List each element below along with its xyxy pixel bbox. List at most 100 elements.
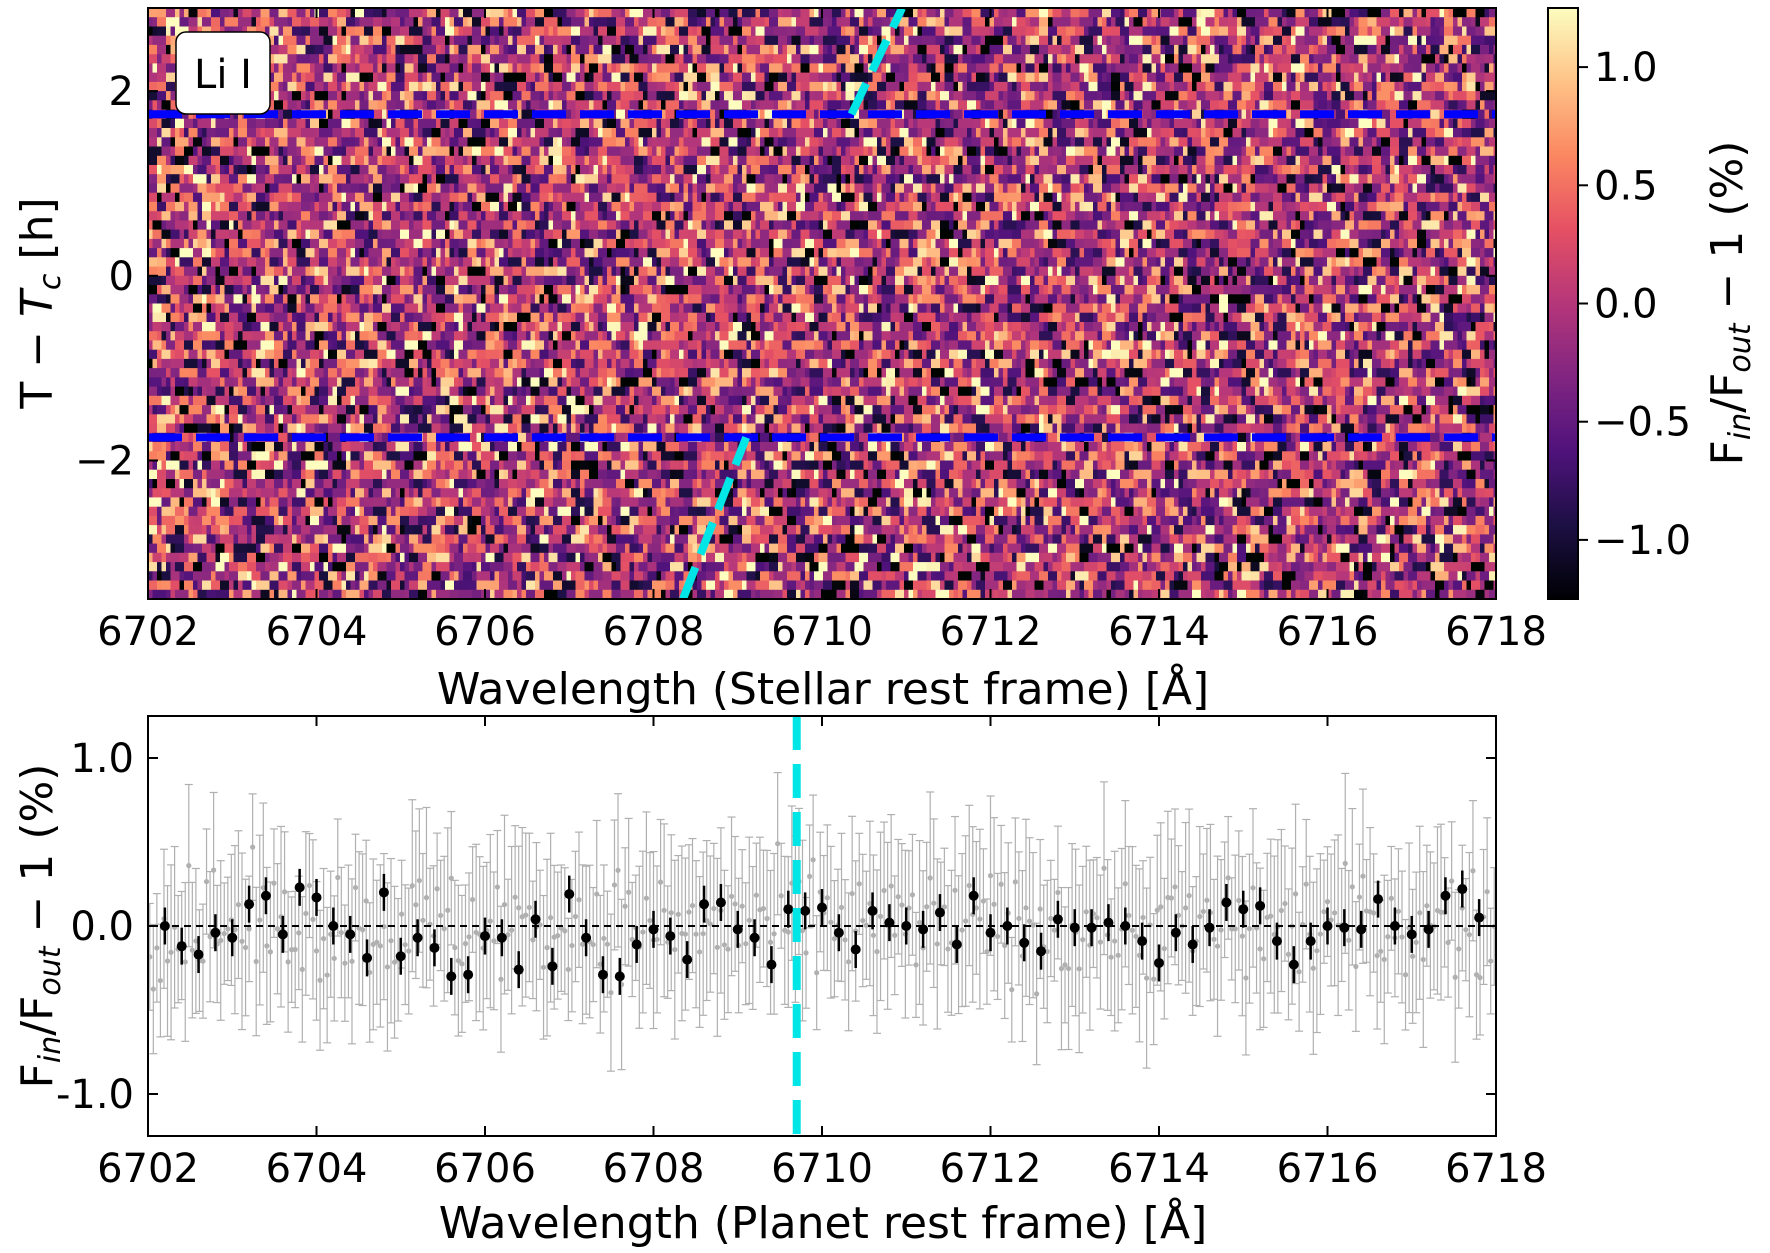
heatmap-cell <box>976 201 986 212</box>
heatmap-cell <box>616 238 626 249</box>
heatmap-cell <box>296 63 311 74</box>
heatmap-cell <box>647 155 653 166</box>
heatmap-cell <box>436 44 441 55</box>
heatmap-cell <box>638 63 648 74</box>
heatmap-cell <box>274 35 279 46</box>
heatmap-cell <box>566 229 581 240</box>
heatmap-cell <box>310 118 320 129</box>
heatmap-cell <box>1196 211 1206 221</box>
heatmap-cell <box>346 63 356 74</box>
heatmap-cell <box>746 91 756 101</box>
heatmap-cell <box>944 211 954 221</box>
heatmap-cell <box>535 118 545 129</box>
heatmap-cell <box>1223 146 1229 157</box>
heatmap-cell <box>544 44 549 55</box>
heatmap-cell <box>364 128 378 138</box>
heatmap-cell <box>1259 91 1265 101</box>
heatmap-cell <box>1133 91 1143 101</box>
heatmap-cell <box>508 220 513 231</box>
heatmap-cell <box>679 100 684 110</box>
heatmap-cell <box>823 100 828 110</box>
heatmap-cell <box>1192 63 1202 74</box>
heatmap-cell <box>1111 17 1116 27</box>
heatmap-cell <box>467 211 477 221</box>
heatmap-cell <box>409 220 414 231</box>
heatmap-cell <box>1345 8 1350 18</box>
heatmap-cell <box>1219 220 1229 231</box>
heatmap-cell <box>1111 137 1121 147</box>
heatmap-cell <box>157 81 167 92</box>
heatmap-cell <box>1057 128 1067 138</box>
heatmap-cell <box>890 229 896 240</box>
heatmap-cell <box>832 183 837 194</box>
heatmap-cell <box>571 174 576 184</box>
heatmap-cell <box>350 165 360 175</box>
heatmap-cell <box>1250 26 1260 37</box>
heatmap-cell <box>170 183 180 194</box>
heatmap-cell <box>1322 137 1332 147</box>
heatmap-cell <box>1174 128 1184 138</box>
heatmap-cell <box>233 137 239 147</box>
heatmap-cell <box>1030 44 1040 55</box>
heatmap-cell <box>683 100 689 110</box>
heatmap-cell <box>1286 146 1292 157</box>
heatmap-cell <box>1070 201 1076 212</box>
heatmap-cell <box>1111 211 1121 221</box>
heatmap-cell <box>233 8 239 18</box>
heatmap-cell <box>400 192 410 203</box>
heatmap-cell <box>1286 91 1292 101</box>
heatmap-cell <box>863 91 869 101</box>
heatmap-cell <box>1408 54 1422 64</box>
heatmap-cell <box>895 211 900 221</box>
heatmap-cell <box>724 248 729 258</box>
heatmap-cell <box>1345 26 1350 37</box>
heatmap-cell <box>1025 54 1035 64</box>
heatmap-cell <box>562 211 572 221</box>
heatmap-cell <box>859 44 869 55</box>
heatmap-cell <box>1295 72 1301 83</box>
heatmap-cell <box>1444 81 1454 92</box>
heatmap-cell <box>850 229 855 240</box>
heatmap-cell <box>625 165 635 175</box>
heatmap-cell <box>1120 192 1134 203</box>
heatmap-cell <box>809 137 819 147</box>
heatmap-cell <box>382 248 392 258</box>
heatmap-cell <box>301 91 306 101</box>
heatmap-cell <box>859 26 869 37</box>
heatmap-cell <box>382 137 392 147</box>
heatmap-cell <box>602 35 617 46</box>
heatmap-cell <box>373 183 383 194</box>
heatmap-cell <box>742 238 747 249</box>
heatmap-cell <box>962 192 972 203</box>
heatmap-cell <box>1106 192 1112 203</box>
heatmap-cell <box>1205 220 1211 231</box>
heatmap-cell <box>593 91 603 101</box>
heatmap-cell <box>395 54 405 64</box>
heatmap-cell <box>895 118 905 129</box>
heatmap-cell <box>517 118 531 129</box>
heatmap-cell <box>341 229 356 240</box>
heatmap-cell <box>823 63 837 74</box>
heatmap-cell <box>220 257 230 267</box>
heatmap-cell <box>422 26 428 37</box>
heatmap-cell <box>1475 26 1485 37</box>
heatmap-cell <box>274 229 284 240</box>
heatmap-cell <box>1192 118 1197 129</box>
heatmap-cell <box>1466 54 1476 64</box>
heatmap-cell <box>836 44 846 55</box>
heatmap-cell <box>170 238 185 249</box>
heatmap-cell <box>1214 17 1220 27</box>
heatmap-cell <box>778 155 783 166</box>
heatmap-cell <box>994 26 1004 37</box>
heatmap-cell <box>1151 201 1157 212</box>
heatmap-cell <box>1259 54 1265 64</box>
heatmap-cell <box>503 26 509 37</box>
heatmap-cell <box>1102 35 1107 46</box>
heatmap-cell <box>562 100 567 110</box>
heatmap-cell <box>553 192 558 203</box>
heatmap-cell <box>904 118 909 129</box>
heatmap-cell <box>1160 44 1166 55</box>
heatmap-cell <box>1318 8 1323 18</box>
heatmap-cell <box>1268 201 1274 212</box>
heatmap-cell <box>593 8 599 18</box>
